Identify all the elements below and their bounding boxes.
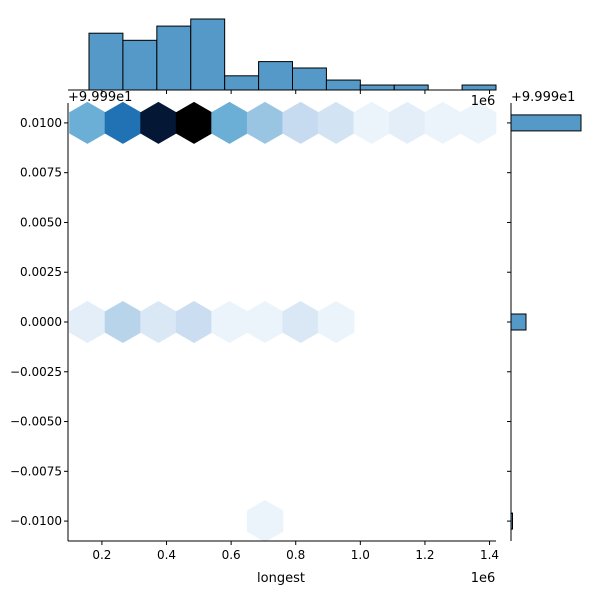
- x-tick-label-2: 0.6: [222, 548, 241, 562]
- hexbin-3: [175, 101, 213, 144]
- hexbin-5: [246, 101, 284, 144]
- hexbin-6: [282, 101, 319, 144]
- hexbin-layer: [69, 101, 497, 543]
- x-tick-label-1: 0.4: [157, 548, 176, 562]
- x-hist-bar-5: [258, 61, 293, 91]
- right-marginal-offset-label: +9.999e1: [511, 90, 575, 105]
- x-tick-label-3: 0.8: [286, 548, 305, 562]
- axes: 0.2 0.4 0.6 0.8 1.0 1.2 1.4 0.0100 0.0075 0.0050 0…: [10, 90, 511, 562]
- y-tick-label-7: −0.0075: [10, 464, 62, 478]
- x-hist-bar-3: [190, 18, 226, 91]
- y-tick-label-3: 0.0025: [20, 265, 62, 279]
- y-marginal-histogram: [510, 103, 582, 541]
- x-hist-bar-2: [156, 25, 192, 91]
- hexbin-14: [140, 301, 177, 343]
- y-tick-label-2: 0.0050: [20, 215, 62, 229]
- x-top-offset-label: 1e6: [471, 94, 496, 109]
- x-tick-label-0: 0.2: [92, 548, 111, 562]
- hexbin-0: [69, 101, 106, 144]
- hexbin-20: [246, 500, 284, 543]
- x-hist-bar-6: [291, 67, 327, 91]
- y-tick-label-5: −0.0025: [10, 365, 62, 379]
- hexbin-13: [104, 301, 142, 343]
- y-tick-label-8: −0.0100: [10, 514, 62, 528]
- hexbin-15: [175, 301, 213, 343]
- y-tick-label-1: 0.0075: [20, 166, 62, 180]
- hexbin-4: [211, 101, 248, 144]
- x-hist-bar-8: [359, 84, 395, 91]
- y-tick-label-6: −0.0050: [10, 415, 62, 429]
- x-hist-bar-1: [122, 39, 158, 91]
- hexbin-7: [317, 101, 355, 144]
- x-axis-offset-label: 1e6: [471, 571, 496, 586]
- x-hist-bar-0: [88, 32, 124, 91]
- y-hist-bar-0: [510, 114, 582, 132]
- hexbin-8: [353, 101, 390, 144]
- y-hist-bar-1: [510, 313, 527, 331]
- hexbin-10: [424, 101, 461, 144]
- x-tick-label-4: 1.0: [351, 548, 370, 562]
- x-axis-label: longest: [257, 571, 305, 586]
- hexbin-9: [389, 101, 426, 144]
- x-tick-label-5: 1.2: [415, 548, 434, 562]
- y-tick-label-0: 0.0100: [20, 116, 62, 130]
- x-hist-bar-4: [224, 75, 260, 91]
- hexbin-11: [460, 101, 497, 144]
- hexbin-18: [282, 301, 319, 343]
- x-hist-bar-9: [393, 84, 429, 91]
- hexbin-12: [69, 301, 106, 343]
- x-hist-bar-7: [325, 79, 361, 91]
- x-hist-bar-11: [461, 84, 497, 91]
- x-tick-label-6: 1.4: [480, 548, 499, 562]
- x-marginal-histogram: [68, 18, 497, 91]
- hexbin-19: [317, 301, 355, 343]
- y-axis-offset-label: +9.999e1: [68, 90, 132, 105]
- hexbin-2: [140, 101, 177, 144]
- hexbin-1: [104, 101, 142, 144]
- hexbin-16: [211, 301, 248, 343]
- y-tick-label-4: 0.0000: [20, 315, 62, 329]
- hexbin-17: [246, 301, 284, 343]
